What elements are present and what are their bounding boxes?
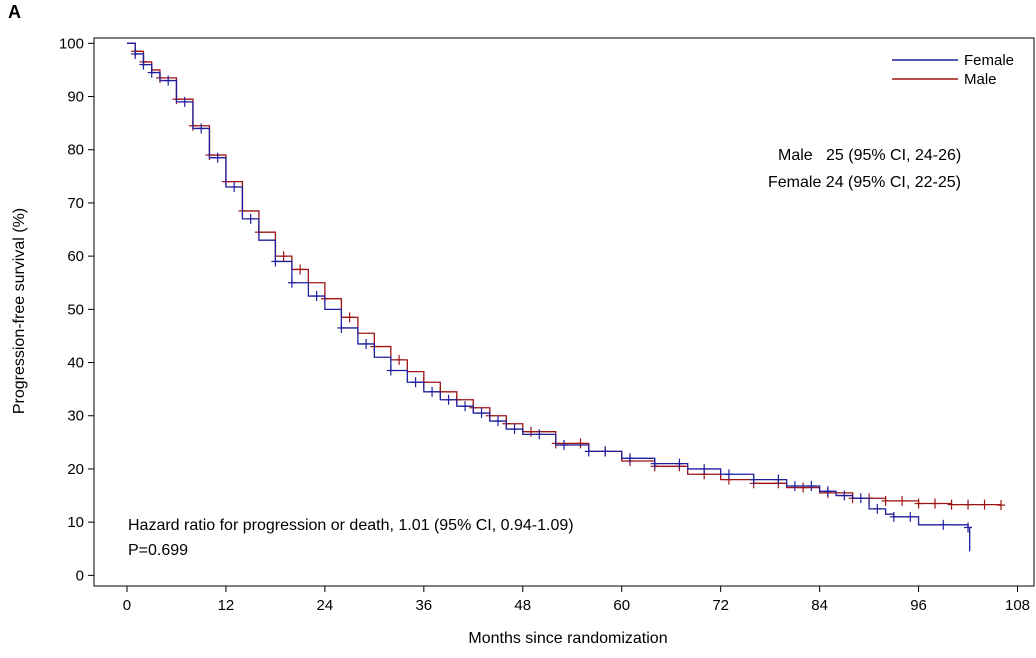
censor-mark-female [650, 458, 659, 469]
legend: Female Male [892, 52, 1014, 88]
censor-mark-female [774, 474, 783, 485]
censor-mark-female [444, 394, 453, 405]
censor-mark-male [898, 495, 907, 506]
censor-mark-male [947, 499, 956, 510]
y-tick-label: 50 [67, 301, 84, 318]
series-female-line [126, 42, 971, 552]
series-male-line [126, 42, 1002, 506]
x-tick-label: 60 [613, 597, 630, 614]
censor-mark-female [287, 277, 296, 288]
censor-mark-male [914, 498, 923, 509]
censor-mark-female [131, 48, 140, 59]
median-female-annotation: Female 24 (95% CI, 22-25) [768, 174, 961, 191]
censor-mark-female [625, 453, 634, 464]
y-axis-title: Progression-free survival (%) [11, 208, 28, 414]
censor-mark-female [675, 458, 684, 469]
censor-mark-female [337, 322, 346, 333]
x-tick-label: 96 [910, 597, 927, 614]
y-tick-label: 80 [67, 142, 84, 159]
series-layer [126, 42, 1006, 552]
plot-frame [93, 37, 1035, 587]
median-male-annotation: Male 25 (95% CI, 24-26) [778, 147, 961, 164]
censor-mark-female [147, 67, 156, 78]
x-tick-label: 36 [415, 597, 432, 614]
censor-mark-female [510, 424, 519, 435]
censor-mark-female [700, 463, 709, 474]
x-tick-label: 12 [218, 597, 235, 614]
censor-mark-female [964, 522, 973, 533]
censor-mark-female [749, 474, 758, 485]
y-tick-label: 0 [76, 567, 84, 584]
censor-mark-male [799, 482, 808, 493]
censor-mark-female [386, 365, 395, 376]
censor-mark-female [213, 152, 222, 163]
censor-mark-female [856, 493, 865, 504]
censor-mark-female [724, 469, 733, 480]
censor-mark-male [395, 354, 404, 365]
censor-mark-female [560, 440, 568, 451]
censor-mark-female [535, 429, 544, 440]
censor-mark-female [246, 213, 255, 224]
censor-mark-female [164, 75, 173, 86]
censor-mark-male [997, 500, 1006, 511]
y-tick-label: 100 [59, 35, 84, 52]
censor-mark-female [807, 480, 816, 491]
y-tick-label: 20 [67, 461, 84, 478]
censor-mark-male [576, 438, 585, 449]
censor-mark-female [889, 511, 898, 522]
p-value-annotation: P=0.699 [128, 542, 188, 559]
x-tick-label: 108 [1005, 597, 1030, 614]
y-tick-label: 40 [67, 355, 84, 372]
censor-mark-female [584, 446, 593, 457]
censor-mark-male [881, 495, 890, 506]
censor-mark-female [494, 416, 503, 427]
x-tick-label: 0 [123, 597, 131, 614]
y-tick-label: 30 [67, 408, 84, 425]
censor-mark-female [428, 386, 437, 397]
x-tick-label: 84 [811, 597, 828, 614]
censor-mark-female [906, 511, 915, 522]
censor-mark-male [931, 498, 940, 509]
censor-mark-male [527, 426, 536, 437]
censor-mark-female [873, 503, 882, 514]
censor-mark-female [180, 96, 189, 107]
x-axis-title: Months since randomization [468, 630, 667, 647]
legend-female-label: Female [964, 52, 1014, 69]
censor-mark-male [980, 499, 989, 510]
x-tick-label: 48 [514, 597, 531, 614]
censor-mark-female [939, 519, 948, 530]
censor-mark-male [296, 264, 305, 275]
x-tick-label: 24 [317, 597, 334, 614]
censor-mark-female [362, 338, 371, 349]
hazard-ratio-annotation: Hazard ratio for progression or death, 1… [128, 517, 574, 534]
censor-mark-female [823, 486, 832, 497]
censor-mark-female [601, 446, 610, 457]
censor-mark-male [345, 312, 354, 323]
censor-mark-female [477, 408, 486, 419]
legend-male-label: Male [964, 71, 997, 88]
axes: 0 12 24 36 48 60 72 84 96 108 0 10 20 30 40 50 60 70 80 90 1… [59, 35, 1030, 614]
censor-mark-female [139, 59, 148, 70]
censor-mark-male [964, 499, 973, 510]
y-tick-label: 10 [67, 514, 84, 531]
x-tick-label: 72 [712, 597, 729, 614]
censor-mark-female [411, 377, 420, 388]
censor-mark-female [312, 291, 321, 302]
censor-mark-female [197, 123, 206, 134]
censor-mark-female [271, 256, 280, 267]
censor-mark-female [461, 401, 470, 412]
censor-mark-female [840, 490, 849, 501]
y-tick-label: 60 [67, 248, 84, 265]
panel-label: A [8, 2, 21, 22]
y-tick-label: 70 [67, 195, 84, 212]
y-tick-label: 90 [67, 89, 84, 106]
censor-mark-female [790, 480, 799, 491]
censor-mark-male [279, 251, 288, 262]
censor-mark-female [230, 181, 239, 192]
